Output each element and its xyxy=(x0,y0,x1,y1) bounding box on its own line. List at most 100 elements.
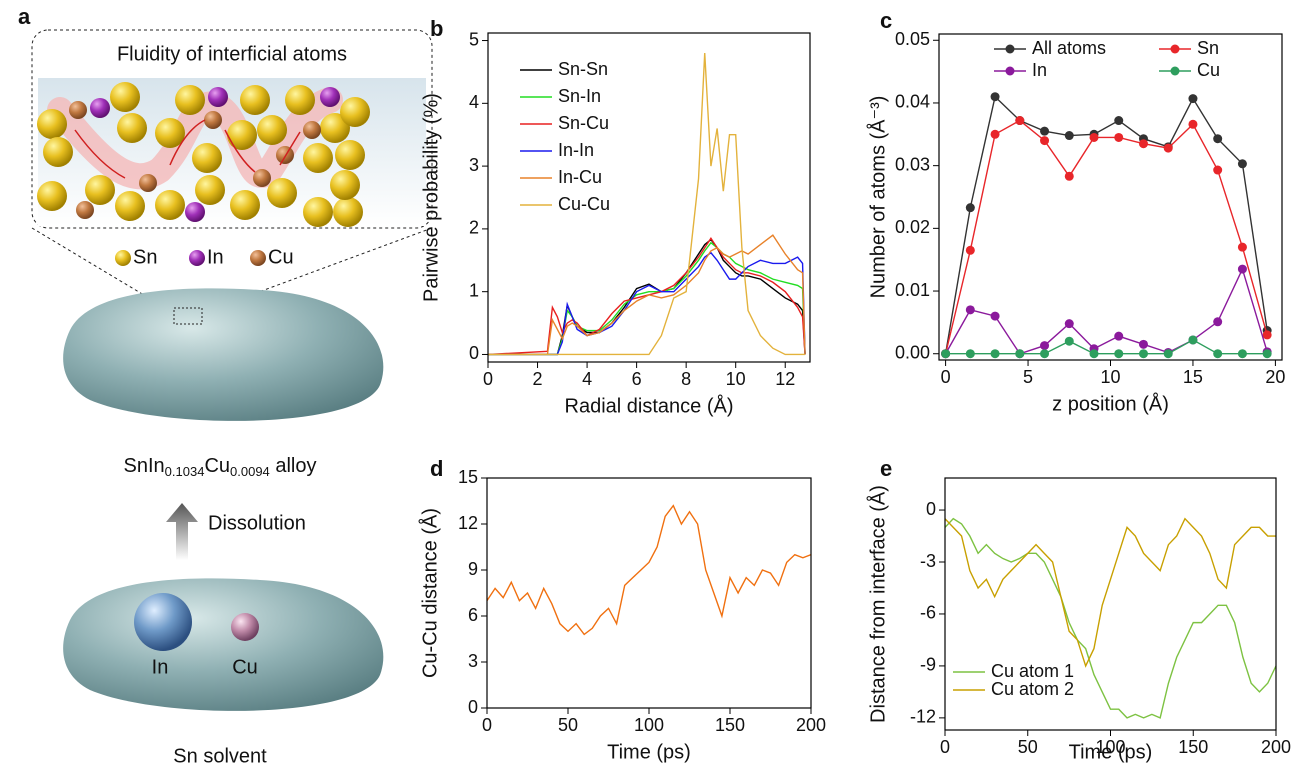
x-tick-label: 50 xyxy=(558,715,578,735)
x-tick-label: 15 xyxy=(1183,367,1203,387)
marker xyxy=(1040,349,1049,358)
alloy-droplet xyxy=(63,288,383,421)
y-axis-label: Pairwise probability (%) xyxy=(420,93,442,302)
marker xyxy=(1238,349,1247,358)
figure: a Fluidity of interficial atoms Sn In Cu… xyxy=(0,0,1292,771)
marker xyxy=(1139,139,1148,148)
marker xyxy=(1114,332,1123,341)
series-line xyxy=(488,240,805,355)
panel-label: b xyxy=(430,16,443,41)
legend-marker xyxy=(1171,67,1180,76)
legend-marker xyxy=(1006,67,1015,76)
arrow xyxy=(166,503,198,560)
x-tick-label: 8 xyxy=(681,369,691,389)
marker xyxy=(1188,335,1197,344)
arrow-label: Dissolution xyxy=(208,512,306,534)
x-tick-label: 5 xyxy=(1023,367,1033,387)
marker xyxy=(1164,144,1173,153)
y-tick-label: 0.00 xyxy=(895,342,930,362)
marker xyxy=(966,349,975,358)
y-tick-label: 3 xyxy=(469,155,479,175)
legend-label: Cu atom 2 xyxy=(991,679,1074,699)
y-tick-label: -3 xyxy=(920,551,936,571)
legend-label: All atoms xyxy=(1032,38,1106,58)
x-axis-label: z position (Å) xyxy=(1052,392,1169,415)
legend-in xyxy=(189,250,205,266)
marker xyxy=(1238,159,1247,168)
marker xyxy=(966,246,975,255)
marker xyxy=(1114,349,1123,358)
x-tick-label: 0 xyxy=(483,369,493,389)
y-tick-label: -9 xyxy=(920,655,936,675)
legend-label: Sn xyxy=(1197,38,1219,58)
marker xyxy=(1114,116,1123,125)
y-tick-label: 3 xyxy=(468,651,478,671)
solute-label: In xyxy=(152,656,169,678)
marker xyxy=(966,305,975,314)
y-tick-label: 9 xyxy=(468,559,478,579)
series-line xyxy=(487,506,811,635)
x-axis-label: Time (ps) xyxy=(1069,741,1153,763)
panel-label: d xyxy=(430,456,443,481)
y-tick-label: 0 xyxy=(468,697,478,717)
marker xyxy=(1213,317,1222,326)
y-tick-label: -6 xyxy=(920,603,936,623)
marker xyxy=(1188,120,1197,129)
legend-label: Sn-In xyxy=(558,86,601,106)
marker xyxy=(1164,349,1173,358)
x-tick-label: 20 xyxy=(1265,367,1285,387)
marker xyxy=(1139,340,1148,349)
panel-label: e xyxy=(880,456,892,481)
marker xyxy=(1139,349,1148,358)
legend-label: Cu xyxy=(268,246,294,268)
marker xyxy=(991,312,1000,321)
y-tick-label: 0.01 xyxy=(895,280,930,300)
marker xyxy=(1114,133,1123,142)
x-tick-label: 50 xyxy=(1018,737,1038,757)
x-tick-label: 2 xyxy=(533,369,543,389)
x-tick-label: 6 xyxy=(632,369,642,389)
legend-label: Cu-Cu xyxy=(558,194,610,214)
panel-a: a Fluidity of interficial atoms Sn In Cu… xyxy=(18,4,432,767)
legend-label: Sn-Cu xyxy=(558,113,609,133)
series-line xyxy=(488,253,805,355)
legend-label: In xyxy=(1032,60,1047,80)
legend-label: In-In xyxy=(558,140,594,160)
x-tick-label: 100 xyxy=(634,715,664,735)
legend-cu xyxy=(250,250,266,266)
y-tick-label: 2 xyxy=(469,218,479,238)
alloy-label: SnIn0.1034Cu0.0094 alloy xyxy=(124,455,317,479)
x-tick-label: 200 xyxy=(796,715,826,735)
legend-sn xyxy=(115,250,131,266)
legend-marker xyxy=(1171,45,1180,54)
panel-label: a xyxy=(18,4,31,29)
marker xyxy=(1040,136,1049,145)
x-tick-label: 10 xyxy=(726,369,746,389)
series-line xyxy=(488,53,805,354)
x-axis-label: Radial distance (Å) xyxy=(565,394,734,417)
x-tick-label: 0 xyxy=(941,367,951,387)
marker xyxy=(1213,166,1222,175)
marker xyxy=(1213,134,1222,143)
x-tick-label: 0 xyxy=(940,737,950,757)
marker xyxy=(1238,265,1247,274)
y-tick-label: 0.03 xyxy=(895,154,930,174)
y-axis-label: Cu-Cu distance (Å) xyxy=(418,508,441,678)
x-tick-label: 0 xyxy=(482,715,492,735)
inset-title: Fluidity of interficial atoms xyxy=(117,43,347,65)
y-tick-label: 0 xyxy=(469,343,479,363)
marker xyxy=(991,130,1000,139)
solvent-droplet xyxy=(63,578,383,711)
legend-label: Cu xyxy=(1197,60,1220,80)
y-tick-label: 15 xyxy=(458,467,478,487)
y-axis-label: Number of atoms (Å⁻³) xyxy=(866,96,889,299)
plot-frame xyxy=(488,33,810,362)
marker xyxy=(966,203,975,212)
y-tick-label: 1 xyxy=(469,280,479,300)
legend-label: Sn xyxy=(133,246,157,268)
marker xyxy=(1238,243,1247,252)
x-tick-label: 12 xyxy=(775,369,795,389)
legend-marker xyxy=(1006,45,1015,54)
marker xyxy=(991,92,1000,101)
x-tick-label: 150 xyxy=(715,715,745,735)
